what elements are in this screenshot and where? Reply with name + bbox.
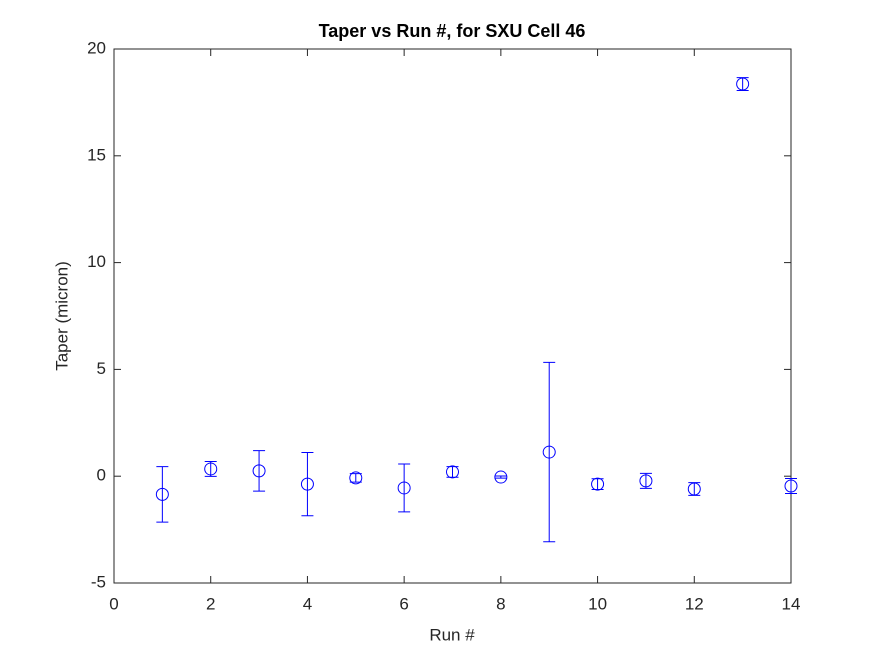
data-point — [300, 477, 314, 491]
error-bar — [301, 451, 314, 517]
y-tick-label: 0 — [97, 466, 106, 485]
error-bar — [398, 463, 411, 513]
plot-area — [113, 48, 792, 584]
error-bar — [204, 460, 217, 477]
error-bar — [253, 450, 266, 492]
y-tick-label: -5 — [91, 572, 106, 591]
data-point — [155, 487, 169, 501]
data-point — [687, 482, 701, 496]
data-point — [204, 462, 218, 476]
data-point — [446, 465, 459, 479]
error-bar — [543, 361, 556, 543]
error-bar — [785, 478, 797, 495]
data-point — [542, 445, 556, 459]
x-axis-label: Run # — [429, 625, 475, 644]
data-point — [639, 474, 653, 488]
x-tick-label: 4 — [303, 594, 312, 613]
data-point — [784, 479, 798, 493]
data-point — [736, 77, 750, 91]
x-tick-label: 8 — [496, 594, 505, 613]
x-tick-label: 14 — [782, 594, 801, 613]
y-tick-label: 5 — [97, 359, 106, 378]
data-point — [494, 470, 508, 484]
error-bar — [591, 478, 604, 490]
x-tick-label: 10 — [588, 594, 607, 613]
error-bar — [156, 466, 169, 523]
data-point — [349, 471, 363, 485]
x-tick-label: 12 — [685, 594, 704, 613]
y-tick-label: 10 — [87, 252, 106, 271]
data-point — [397, 481, 411, 495]
data-point — [591, 477, 605, 491]
y-tick-label: 15 — [87, 145, 106, 164]
data-point — [252, 464, 266, 478]
x-tick-label: 2 — [206, 594, 215, 613]
y-tick-label: 20 — [87, 38, 106, 57]
chart-title: Taper vs Run #, for SXU Cell 46 — [319, 21, 586, 41]
y-axis-label: Taper (micron) — [52, 261, 71, 371]
error-bar — [494, 475, 507, 479]
error-bar — [639, 472, 652, 489]
x-tick-label: 0 — [109, 594, 118, 613]
error-bar — [446, 466, 459, 478]
x-tick-label: 6 — [399, 594, 408, 613]
